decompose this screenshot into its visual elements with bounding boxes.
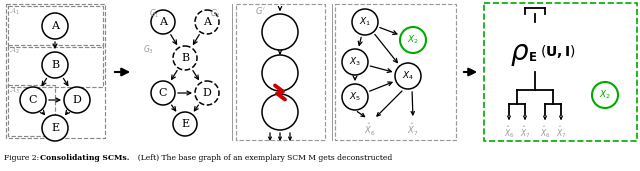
Circle shape bbox=[592, 82, 618, 108]
Text: $\rho$: $\rho$ bbox=[510, 42, 530, 69]
Circle shape bbox=[400, 27, 426, 53]
Text: $(\mathbf{U, I})$: $(\mathbf{U, I})$ bbox=[540, 43, 576, 61]
Text: $\mathcal{A}_3$: $\mathcal{A}_3$ bbox=[8, 84, 19, 96]
Circle shape bbox=[42, 115, 68, 141]
Circle shape bbox=[20, 87, 46, 113]
Text: $X_2$: $X_2$ bbox=[407, 34, 419, 46]
Text: $X_4$: $X_4$ bbox=[402, 70, 414, 82]
Text: $\hat{X}_7$: $\hat{X}_7$ bbox=[407, 122, 419, 138]
Circle shape bbox=[352, 9, 378, 35]
Circle shape bbox=[151, 81, 175, 105]
Circle shape bbox=[395, 63, 421, 89]
Text: E: E bbox=[181, 119, 189, 129]
Text: C: C bbox=[29, 95, 37, 105]
Circle shape bbox=[262, 14, 298, 50]
Text: D: D bbox=[203, 88, 211, 98]
Text: $\hat{X}_7$: $\hat{X}_7$ bbox=[556, 124, 566, 140]
Text: A: A bbox=[203, 17, 211, 27]
Circle shape bbox=[173, 112, 197, 136]
Circle shape bbox=[342, 84, 368, 110]
Text: $G_2$: $G_2$ bbox=[210, 8, 220, 20]
Text: $X_5$: $X_5$ bbox=[349, 91, 361, 103]
Text: Consolidating SCMs.: Consolidating SCMs. bbox=[40, 154, 129, 162]
Text: $\hat{X}_6$: $\hat{X}_6$ bbox=[540, 124, 550, 140]
Text: $\hat{X}_6$: $\hat{X}_6$ bbox=[504, 124, 515, 140]
Circle shape bbox=[173, 46, 197, 70]
Text: A: A bbox=[51, 21, 59, 31]
Circle shape bbox=[262, 55, 298, 91]
Text: A: A bbox=[159, 17, 167, 27]
Circle shape bbox=[42, 52, 68, 78]
Text: $X_2$: $X_2$ bbox=[599, 89, 611, 101]
Text: Figure 2:: Figure 2: bbox=[4, 154, 42, 162]
Text: $\hat{X}_7$: $\hat{X}_7$ bbox=[520, 124, 531, 140]
Text: $\mathcal{A}_1$: $\mathcal{A}_1$ bbox=[9, 5, 19, 17]
Text: $\mathcal{A}_2$: $\mathcal{A}_2$ bbox=[9, 44, 19, 56]
Circle shape bbox=[151, 10, 175, 34]
Circle shape bbox=[64, 87, 90, 113]
Text: E: E bbox=[51, 123, 59, 133]
Circle shape bbox=[195, 10, 219, 34]
Circle shape bbox=[342, 49, 368, 75]
Text: (Left) The base graph of an exemplary SCM Μ gets deconstructed: (Left) The base graph of an exemplary SC… bbox=[133, 154, 392, 162]
Text: $G_3$: $G_3$ bbox=[143, 44, 154, 56]
Text: $X_1$: $X_1$ bbox=[359, 16, 371, 28]
Text: $G'$: $G'$ bbox=[255, 4, 266, 16]
Text: D: D bbox=[72, 95, 81, 105]
Circle shape bbox=[42, 13, 68, 39]
Text: $_{\mathbf{E}}$: $_{\mathbf{E}}$ bbox=[529, 47, 538, 63]
Text: $G_1$: $G_1$ bbox=[148, 8, 159, 20]
Text: B: B bbox=[181, 53, 189, 63]
Circle shape bbox=[195, 81, 219, 105]
Text: $X_3$: $X_3$ bbox=[349, 56, 361, 68]
Text: B: B bbox=[51, 60, 59, 70]
Circle shape bbox=[262, 94, 298, 130]
Text: C: C bbox=[159, 88, 167, 98]
Text: $\hat{X}_6$: $\hat{X}_6$ bbox=[364, 122, 376, 138]
